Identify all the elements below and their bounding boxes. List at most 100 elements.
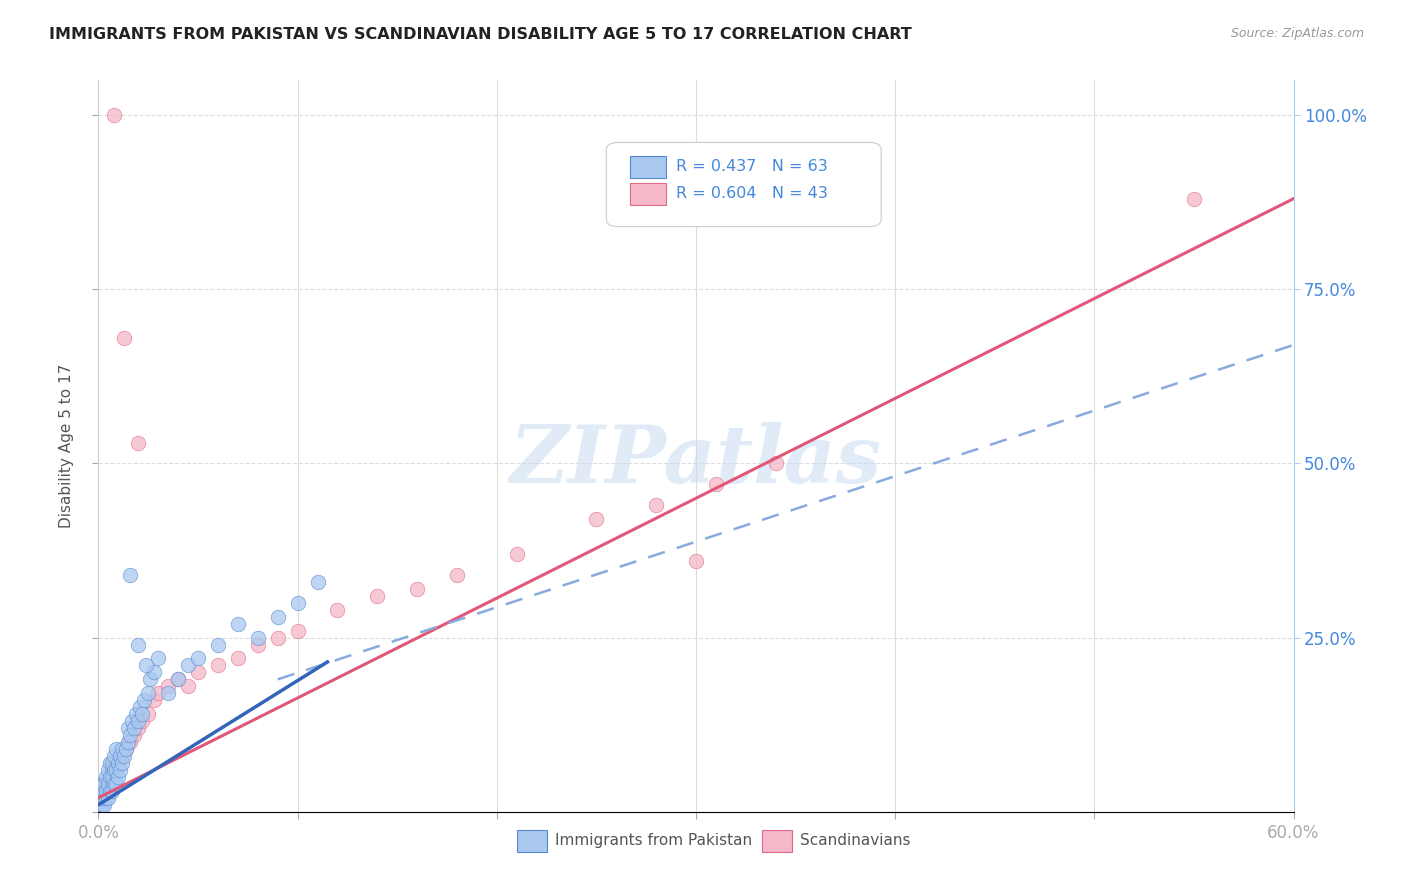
Point xyxy=(704,477,727,491)
Point xyxy=(105,756,128,770)
Point xyxy=(115,742,138,756)
Point xyxy=(287,624,309,638)
Point xyxy=(187,651,209,665)
Point xyxy=(207,638,229,652)
Point xyxy=(96,790,118,805)
Point xyxy=(446,567,468,582)
Point xyxy=(111,742,134,756)
Point xyxy=(120,735,142,749)
Point xyxy=(226,651,249,665)
Point xyxy=(115,742,138,756)
Point xyxy=(93,790,115,805)
Point xyxy=(111,756,134,770)
Point xyxy=(124,728,146,742)
Point xyxy=(406,582,429,596)
Point xyxy=(93,784,115,798)
Point xyxy=(127,714,149,728)
Point xyxy=(136,686,159,700)
Point xyxy=(91,777,114,791)
Point xyxy=(157,686,180,700)
Point xyxy=(685,554,707,568)
Point xyxy=(157,679,180,693)
Point xyxy=(91,790,114,805)
Point xyxy=(506,547,529,561)
Point xyxy=(131,707,153,722)
Point xyxy=(101,770,124,784)
Point xyxy=(287,596,309,610)
Point xyxy=(177,658,200,673)
Point xyxy=(93,797,115,812)
Text: Immigrants from Pakistan: Immigrants from Pakistan xyxy=(555,833,752,848)
Point xyxy=(1182,192,1205,206)
Point xyxy=(131,714,153,728)
Point xyxy=(127,435,149,450)
Bar xyxy=(762,830,792,852)
Text: R = 0.437   N = 63: R = 0.437 N = 63 xyxy=(676,159,827,174)
Point xyxy=(110,749,132,764)
Point xyxy=(135,658,157,673)
Point xyxy=(89,790,111,805)
Point xyxy=(117,721,139,735)
Point xyxy=(121,714,143,728)
Point xyxy=(177,679,200,693)
Point xyxy=(105,777,128,791)
Point xyxy=(98,756,122,770)
Point xyxy=(267,609,290,624)
Point xyxy=(326,603,349,617)
Point xyxy=(124,721,146,735)
Point xyxy=(110,763,132,777)
FancyBboxPatch shape xyxy=(606,143,882,227)
Point xyxy=(98,770,122,784)
Point xyxy=(89,797,111,812)
Point xyxy=(112,749,135,764)
Point xyxy=(112,331,135,345)
Point xyxy=(105,742,128,756)
Point xyxy=(136,707,159,722)
Point xyxy=(98,784,122,798)
Point xyxy=(167,673,190,687)
Point xyxy=(127,721,149,735)
Point xyxy=(96,784,118,798)
Point xyxy=(246,631,269,645)
Point xyxy=(97,790,120,805)
Point xyxy=(98,770,122,784)
Text: ZIPatlas: ZIPatlas xyxy=(510,422,882,500)
Point xyxy=(96,784,118,798)
Bar xyxy=(517,830,547,852)
Point xyxy=(307,574,329,589)
Point xyxy=(96,770,118,784)
Point xyxy=(765,457,787,471)
Text: R = 0.604   N = 43: R = 0.604 N = 43 xyxy=(676,186,828,202)
Y-axis label: Disability Age 5 to 17: Disability Age 5 to 17 xyxy=(59,364,75,528)
Point xyxy=(97,777,120,791)
Point xyxy=(187,665,209,680)
Point xyxy=(585,512,607,526)
Bar xyxy=(630,155,666,178)
Point xyxy=(105,763,128,777)
Point xyxy=(107,756,129,770)
Point xyxy=(207,658,229,673)
Point xyxy=(89,797,111,812)
Point xyxy=(139,673,162,687)
Point xyxy=(120,728,142,742)
Text: Scandinavians: Scandinavians xyxy=(800,833,911,848)
Point xyxy=(103,770,125,784)
Point xyxy=(103,108,125,122)
Point xyxy=(91,797,114,812)
Point xyxy=(226,616,249,631)
Point xyxy=(120,567,142,582)
Point xyxy=(93,784,115,798)
Text: IMMIGRANTS FROM PAKISTAN VS SCANDINAVIAN DISABILITY AGE 5 TO 17 CORRELATION CHAR: IMMIGRANTS FROM PAKISTAN VS SCANDINAVIAN… xyxy=(49,27,912,42)
Point xyxy=(97,777,120,791)
Point xyxy=(117,735,139,749)
Point xyxy=(103,777,125,791)
Point xyxy=(101,763,124,777)
Point xyxy=(111,749,134,764)
Point xyxy=(91,784,114,798)
Point xyxy=(97,763,120,777)
Point xyxy=(93,777,115,791)
Point xyxy=(645,498,668,512)
Point xyxy=(103,763,125,777)
Point xyxy=(143,693,166,707)
Point xyxy=(125,707,148,722)
